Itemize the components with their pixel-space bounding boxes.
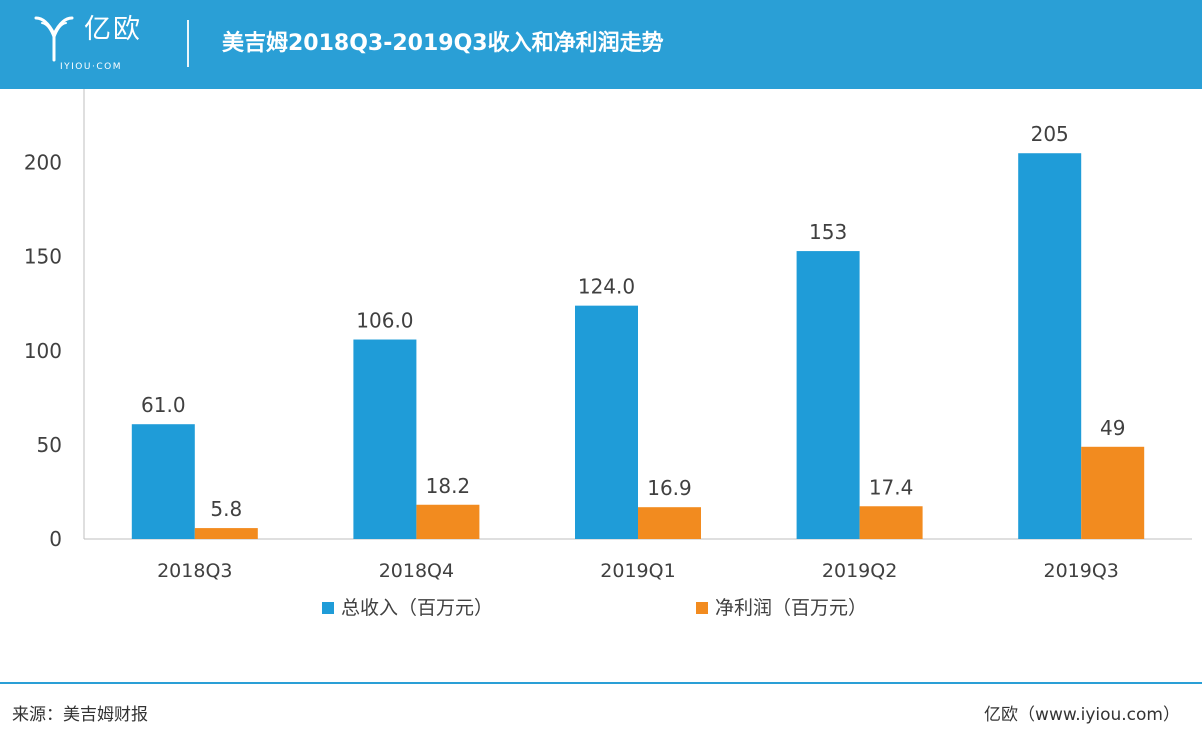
y-tick-label: 50: [37, 433, 62, 457]
data-label: 18.2: [426, 474, 471, 498]
data-label: 124.0: [578, 275, 635, 299]
y-tick-label: 0: [49, 527, 62, 551]
y-tick-label: 200: [24, 151, 62, 175]
page-title: 美吉姆2018Q3-2019Q3收入和净利润走势: [222, 31, 664, 56]
x-tick-label: 2018Q4: [379, 560, 454, 582]
bar-revenue: [796, 251, 860, 539]
y-tick-label: 150: [24, 245, 62, 269]
x-tick-label: 2018Q3: [157, 560, 232, 582]
x-tick-label: 2019Q3: [1043, 560, 1118, 582]
bar-net-profit: [859, 506, 923, 539]
x-tick-label: 2019Q2: [822, 560, 897, 582]
bar-net-profit: [194, 528, 258, 539]
bar-revenue: [353, 339, 417, 539]
bar-net-profit: [1081, 446, 1145, 539]
x-tick-label: 2019Q1: [600, 560, 675, 582]
bar-chart: 0 50 100 150 200 61.0 5.8 2018Q3 106.0 18.2 2018Q4…: [24, 89, 1192, 619]
logo-text: 亿欧: [84, 14, 142, 45]
data-label: 205: [1031, 122, 1069, 146]
header-divider: [187, 20, 189, 67]
logo-subtext: IYIOU·COM: [60, 62, 122, 72]
legend-label: 总收入（百万元）: [341, 597, 493, 619]
legend-label: 净利润（百万元）: [715, 597, 867, 619]
y-tick-label: 100: [24, 339, 62, 363]
header-banner: 亿欧 IYIOU·COM 美吉姆2018Q3-2019Q3收入和净利润走势: [0, 0, 1202, 89]
site-credit: 亿欧（www.iyiou.com）: [984, 705, 1180, 725]
data-label: 106.0: [356, 309, 413, 333]
source-note: 来源：美吉姆财报: [12, 705, 148, 725]
data-label: 16.9: [647, 476, 692, 500]
data-label: 49: [1100, 416, 1125, 440]
bar-revenue: [1018, 153, 1082, 539]
bar-net-profit: [638, 507, 701, 539]
data-label: 61.0: [141, 393, 186, 417]
footer-divider: [0, 682, 1202, 684]
bar-revenue: [575, 305, 638, 539]
bar-net-profit: [416, 504, 480, 539]
legend-swatch: [322, 602, 334, 614]
legend-swatch: [696, 602, 708, 614]
logo-icon: [34, 16, 74, 62]
data-label: 5.8: [210, 497, 242, 521]
data-label: 17.4: [869, 475, 914, 499]
bar-revenue: [131, 424, 195, 539]
data-label: 153: [809, 220, 847, 244]
